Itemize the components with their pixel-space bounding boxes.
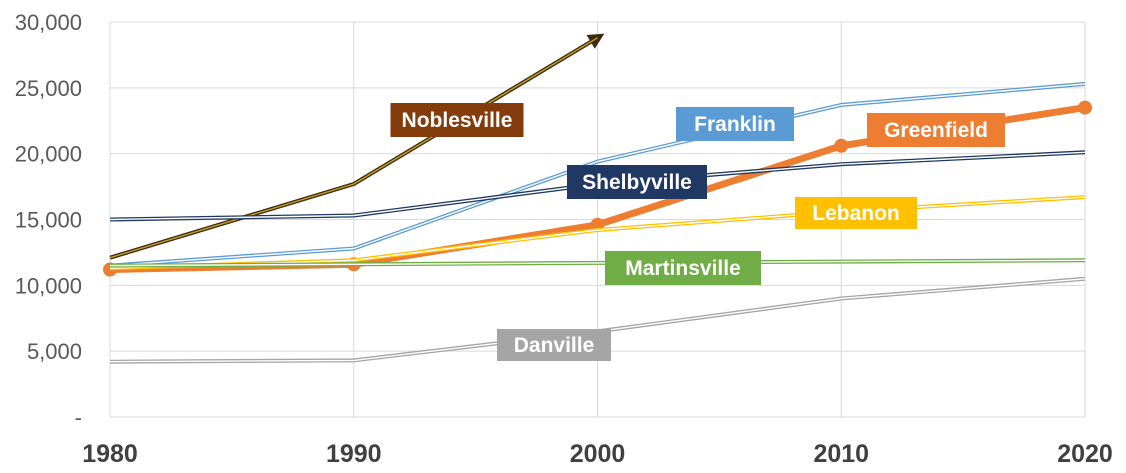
label-text-danville: Danville	[514, 334, 595, 357]
y-tick-label: 15,000	[15, 208, 82, 233]
x-tick-label: 2010	[813, 440, 869, 468]
y-tick-label: 5,000	[27, 339, 82, 364]
label-text-lebanon: Lebanon	[812, 202, 900, 225]
label-text-greenfield: Greenfield	[884, 119, 988, 142]
axis-ticks: - 5,000 10,000 15,000 20,000 25,000 30,000 1980…	[15, 10, 1113, 468]
series-line-inner-franklin	[109, 83, 1086, 267]
label-box-martinsville	[605, 251, 761, 285]
label-box-greenfield	[867, 113, 1005, 147]
label-text-franklin: Franklin	[694, 113, 776, 136]
label-box-lebanon	[795, 197, 917, 229]
y-tick-label: 25,000	[15, 76, 82, 101]
label-box-danville	[497, 329, 611, 361]
series-line-inner-martinsville	[109, 259, 1086, 267]
y-tick-label: 30,000	[15, 10, 82, 35]
x-tick-label: 2000	[570, 440, 626, 468]
y-tick-label: 10,000	[15, 273, 82, 298]
label-lebanon: Lebanon	[795, 197, 917, 229]
label-box-noblesville	[390, 103, 524, 137]
label-text-shelbyville: Shelbyville	[582, 171, 692, 194]
series-line-inner-noblesville	[109, 37, 598, 259]
x-tick-label: 1990	[326, 440, 382, 468]
series-noblesville	[109, 33, 605, 260]
label-franklin: Franklin	[676, 107, 794, 141]
label-text-martinsville: Martinsville	[625, 257, 741, 280]
y-tick-label: 20,000	[15, 142, 82, 167]
series-lines	[103, 33, 1092, 364]
gridlines	[109, 21, 1086, 418]
x-tick-label: 2020	[1057, 440, 1113, 468]
x-tick-label: 1980	[82, 440, 138, 468]
y-tick-label: -	[75, 405, 82, 430]
label-shelbyville: Shelbyville	[567, 165, 707, 199]
label-box-shelbyville	[567, 165, 707, 199]
data-point-greenfield	[834, 138, 849, 153]
data-point-greenfield	[1078, 100, 1092, 115]
label-greenfield: Greenfield	[867, 113, 1005, 147]
label-noblesville: Noblesville	[390, 103, 524, 137]
series-labels: Noblesville Franklin Greenfield Shelbyville…	[390, 103, 1005, 361]
label-martinsville: Martinsville	[605, 251, 761, 285]
label-text-noblesville: Noblesville	[402, 109, 513, 132]
series-martinsville	[109, 258, 1086, 268]
label-danville: Danville	[497, 329, 611, 361]
series-franklin	[109, 81, 1086, 268]
label-box-franklin	[676, 107, 794, 141]
